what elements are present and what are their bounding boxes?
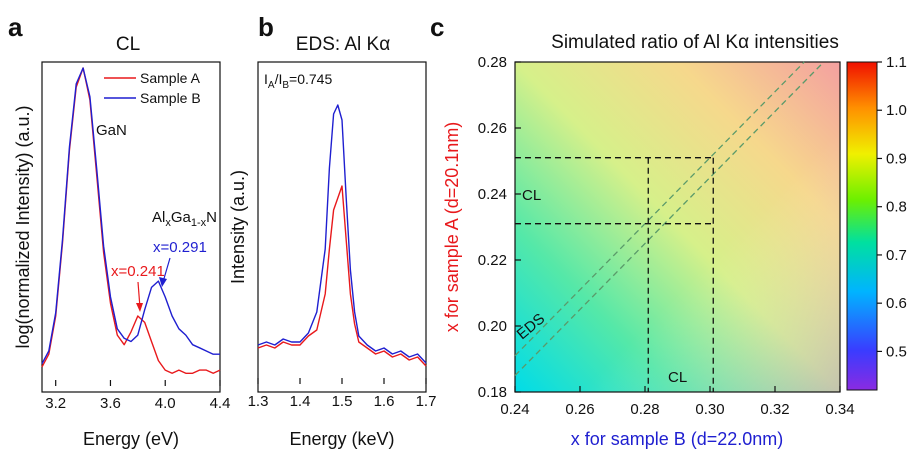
panel-c-xtick-label: 0.34	[825, 401, 854, 418]
panel-c-ytick-label: 0.18	[478, 384, 507, 401]
panel-b-xtick-label: 1.4	[290, 393, 311, 410]
panel-c-xtick-label: 0.24	[500, 401, 529, 418]
legend-label-sample-a: Sample A	[140, 70, 201, 86]
panel-c-xtick-label: 0.26	[565, 401, 594, 418]
colorbar-ticks: 0.5 0.6 0.7 0.8 0.9 1.0 1.1	[877, 54, 907, 360]
panel-c-ytick-label: 0.24	[478, 186, 507, 203]
panel-a-xlabel: Energy (eV)	[83, 429, 179, 449]
panel-a-xtick-label: 3.2	[45, 395, 66, 412]
panel-b-xtick-label: 1.6	[374, 393, 395, 410]
panel-a-xticks: 3.2 3.6 4.0 4.4	[45, 380, 230, 412]
panel-c-ytick-label: 0.20	[478, 318, 507, 335]
annotation-alloy: AlxGa1-xN	[152, 209, 217, 229]
panel-b-series-sample-b	[258, 105, 426, 363]
panel-c-xlabel: x for sample B (d=22.0nm)	[571, 429, 784, 449]
panel-a-ylabel: log(normalized Intensity) (a.u.)	[13, 105, 33, 348]
panel-b-xlabel: Energy (keV)	[289, 429, 394, 449]
panel-b-xtick-label: 1.3	[248, 393, 269, 410]
colorbar	[847, 62, 877, 390]
panel-c-ylabel: x for sample A (d=20.1nm)	[442, 122, 462, 333]
panel-c-xtick-label: 0.32	[760, 401, 789, 418]
panel-c-xtick-label: 0.30	[695, 401, 724, 418]
panel-label-b: b	[258, 12, 274, 42]
panel-b-ylabel: Intensity (a.u.)	[228, 170, 248, 284]
panel-c-ytick-label: 0.26	[478, 120, 507, 137]
panel-a-title: CL	[116, 34, 140, 55]
panel-a-xtick-label: 4.0	[155, 395, 176, 412]
panel-a-xtick-label: 4.4	[210, 395, 231, 412]
panel-c-xtick-label: 0.28	[630, 401, 659, 418]
panel-b-series	[258, 105, 426, 366]
heatmap	[515, 62, 840, 392]
annotation-gan: GaN	[96, 122, 127, 139]
legend-label-sample-b: Sample B	[140, 90, 201, 106]
panel-c-ytick-label: 0.28	[478, 54, 507, 71]
panel-c-ytick-label: 0.22	[478, 252, 507, 269]
panel-b-xtick-label: 1.7	[416, 393, 437, 410]
annotation-x-b: x=0.291	[153, 239, 207, 256]
annotation-x-a: x=0.241	[111, 263, 165, 280]
colorbar-tick-label: 0.6	[886, 295, 907, 312]
colorbar-tick-label: 1.0	[886, 102, 907, 119]
panel-label-a: a	[8, 12, 23, 42]
colorbar-tick-label: 0.5	[886, 343, 907, 360]
cl-label-bottom: CL	[668, 369, 687, 386]
cl-label-left: CL	[522, 187, 541, 204]
panel-a-legend: Sample A Sample B	[104, 70, 201, 106]
colorbar-tick-label: 0.8	[886, 199, 907, 216]
colorbar-tick-label: 1.1	[886, 54, 907, 71]
panel-c-title: Simulated ratio of Al Kα intensities	[551, 32, 839, 53]
colorbar-tick-label: 0.9	[886, 150, 907, 167]
panel-a-xtick-label: 3.6	[100, 395, 121, 412]
panel-b-xticks: 1.3 1.4 1.5 1.6 1.7	[248, 378, 437, 410]
panel-label-c: c	[430, 12, 444, 42]
colorbar-tick-label: 0.7	[886, 247, 907, 264]
panel-a-series-sample-b	[42, 68, 220, 364]
panel-b-xtick-label: 1.5	[332, 393, 353, 410]
panel-b-title: EDS: Al Kα	[296, 34, 390, 55]
panel-b-ratio: IA/IB=0.745	[264, 71, 332, 91]
